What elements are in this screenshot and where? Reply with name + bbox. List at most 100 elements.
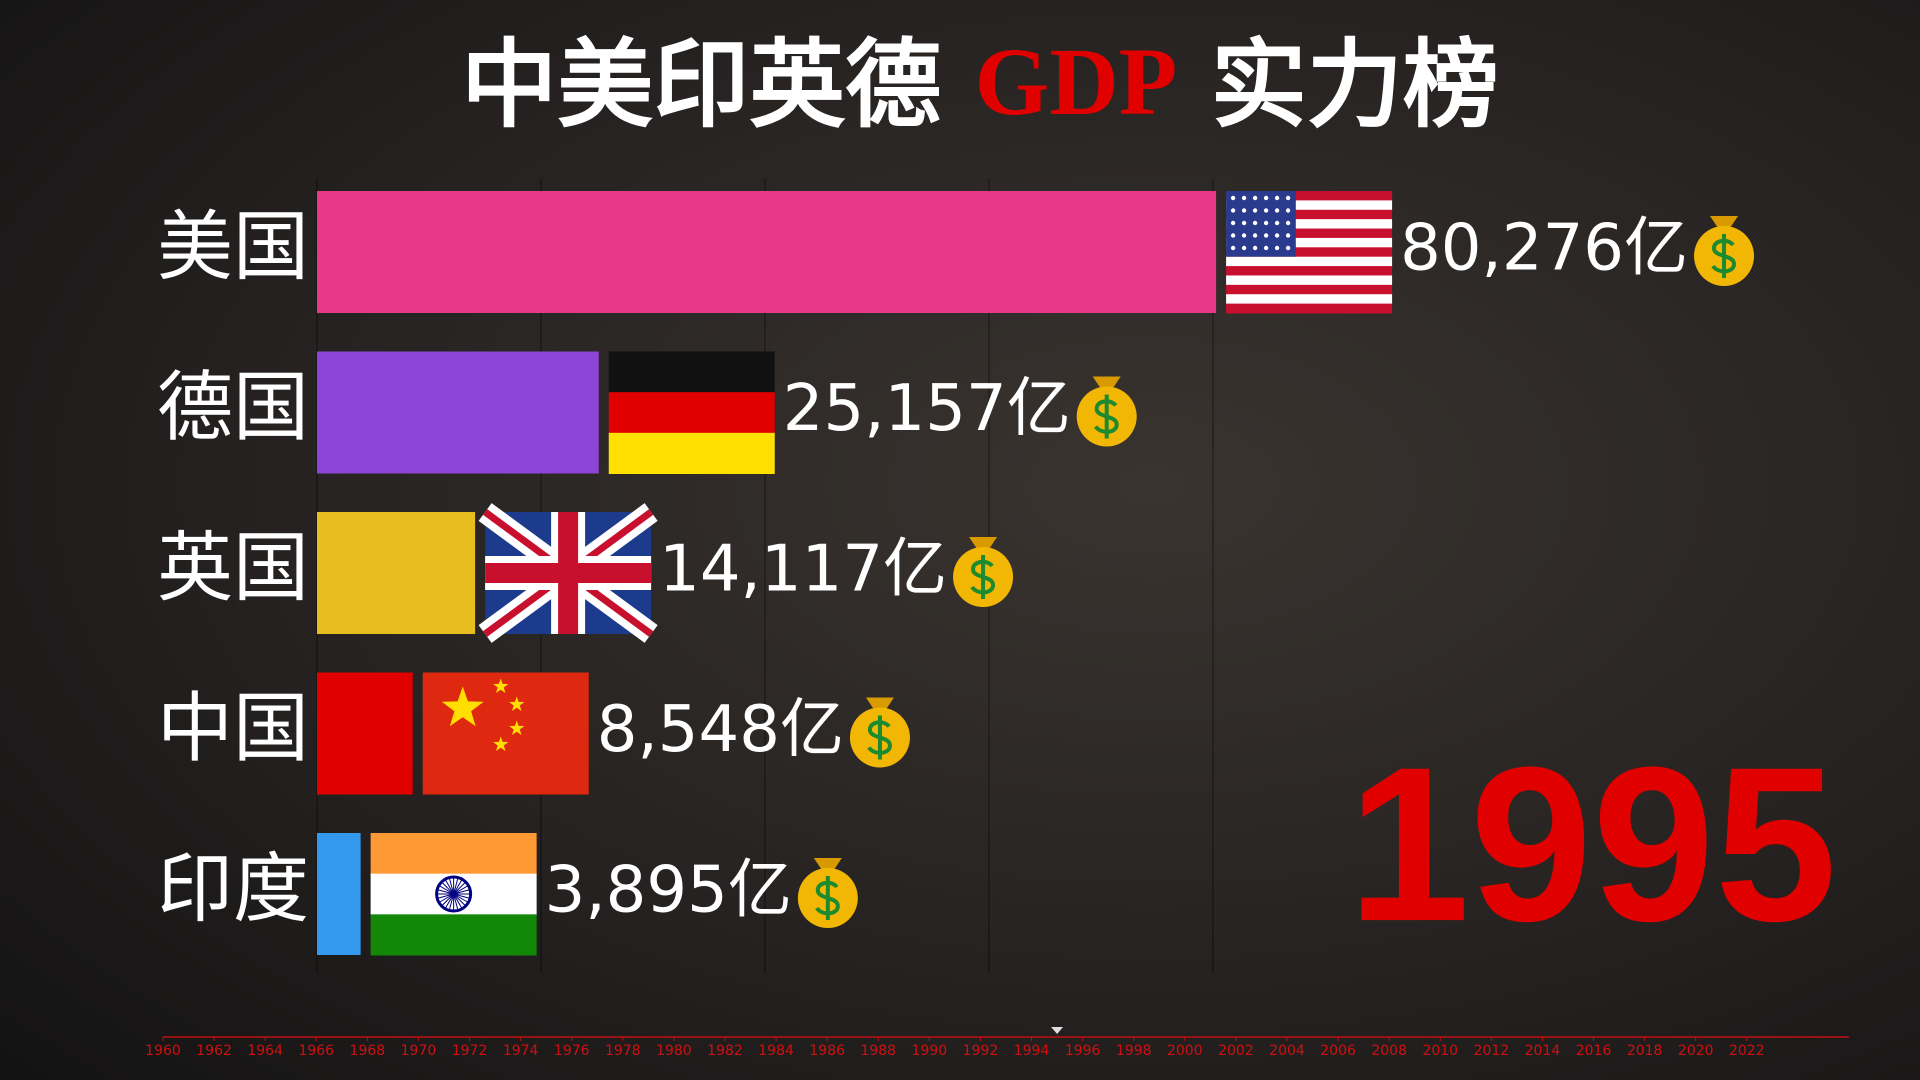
- flag-star: [1230, 233, 1236, 238]
- value-label: 3,895亿: [545, 854, 792, 928]
- flag: [608, 351, 775, 474]
- bag-top: [969, 537, 998, 549]
- timeline-tick-label: 2018: [1627, 1043, 1663, 1059]
- flag-band: [370, 914, 537, 956]
- flag-band: [608, 351, 775, 393]
- timeline-tick-label: 1968: [350, 1043, 386, 1059]
- category-label: 中国: [157, 683, 309, 772]
- timeline-tick-label: 1996: [1065, 1043, 1101, 1059]
- timeline-tick-label: 1998: [1116, 1043, 1152, 1059]
- bag-top: [813, 858, 842, 870]
- flag-star: [441, 686, 484, 727]
- flag-star: [1263, 195, 1269, 201]
- money-bag-icon: [953, 537, 1014, 607]
- timeline-tick-label: 1980: [656, 1043, 692, 1059]
- title-part: 中美印英德: [461, 29, 941, 141]
- bag-top: [1092, 376, 1121, 389]
- timeline-tick-label: 1970: [401, 1043, 437, 1059]
- flag-star: [1285, 208, 1291, 213]
- timeline-tick-label: 2000: [1167, 1043, 1203, 1059]
- flag-star: [1263, 208, 1269, 213]
- category-label: 印度: [157, 844, 309, 933]
- bag-top: [865, 697, 894, 710]
- flag-star: [509, 720, 525, 735]
- bag-sign: [1711, 234, 1737, 278]
- category-label: 美国: [157, 202, 309, 291]
- flag-star: [493, 736, 509, 751]
- flag-star: [1263, 245, 1269, 251]
- timeline-tick-label: 2008: [1371, 1043, 1407, 1059]
- flag-star: [1252, 233, 1258, 238]
- flag: [422, 672, 589, 795]
- flag-cross: [485, 512, 652, 634]
- money-bag-icon: [797, 858, 858, 928]
- flag-stripe: [1226, 266, 1393, 276]
- flag-stripe: [1226, 303, 1393, 314]
- bag-sign: [867, 715, 892, 760]
- timeline-tick-label: 1978: [605, 1043, 641, 1059]
- flag-star: [1252, 208, 1258, 213]
- current-year: 1995: [1348, 721, 1837, 967]
- flag-star: [1274, 208, 1280, 213]
- flag-star: [493, 678, 509, 693]
- timeline-tick-label: 1990: [912, 1043, 948, 1059]
- timeline-tick-label: 2016: [1576, 1043, 1612, 1059]
- category-label: 德国: [157, 362, 309, 451]
- flag-star: [1263, 220, 1269, 226]
- timeline-tick-label: 2004: [1269, 1043, 1305, 1059]
- flag-star: [1285, 245, 1291, 251]
- flag-star: [1252, 220, 1258, 226]
- flag-star: [1263, 233, 1269, 238]
- timeline-tick-label: 1974: [503, 1043, 539, 1059]
- bar: [317, 833, 361, 955]
- flag-stripe: [1226, 228, 1393, 239]
- flag-star: [1230, 195, 1236, 201]
- flag-band: [608, 432, 775, 474]
- flag-star: [1274, 220, 1280, 226]
- bar: [317, 351, 599, 474]
- bar: [317, 512, 476, 634]
- flag-star: [1230, 220, 1236, 226]
- bar: [317, 191, 1217, 313]
- timeline-tick-label: 1966: [298, 1043, 334, 1059]
- flag-stripe: [1226, 247, 1393, 258]
- value-label: 8,548亿: [597, 693, 844, 767]
- flag-star: [509, 696, 525, 711]
- timeline-tick-label: 2014: [1525, 1043, 1561, 1059]
- flag: [478, 503, 658, 643]
- bar: [317, 672, 413, 795]
- timeline-tick-label: 1962: [196, 1043, 232, 1059]
- money-bag-icon: [1694, 216, 1755, 286]
- flag-stripe: [1226, 275, 1393, 286]
- flag-stripe: [1226, 284, 1393, 295]
- flag-star: [1285, 195, 1291, 201]
- timeline-tick-label: 2022: [1729, 1043, 1765, 1059]
- flag-stripe: [1226, 256, 1393, 267]
- title-part: 实力榜: [1211, 29, 1499, 141]
- flag-stripe: [1226, 191, 1393, 201]
- flag-star: [1285, 220, 1291, 226]
- flag-star: [1241, 208, 1247, 213]
- timeline-tick-label: 2020: [1678, 1043, 1714, 1059]
- flag-star: [1274, 195, 1280, 201]
- money-bag-icon: [1076, 376, 1137, 447]
- timeline-tick-label: 1964: [247, 1043, 283, 1059]
- bag-sign: [1094, 394, 1119, 439]
- chart-title: 中美印英德 GDP 实力榜: [461, 28, 1498, 141]
- flag: [370, 833, 537, 956]
- bag-top: [1710, 216, 1739, 228]
- timeline-tick-label: 1976: [554, 1043, 590, 1059]
- flag-star: [1252, 245, 1258, 251]
- value-label: 25,157亿: [783, 372, 1071, 446]
- flag-stripe: [1226, 237, 1393, 248]
- flag-band: [608, 392, 775, 434]
- flag-star: [1241, 195, 1247, 201]
- timeline-tick-label: 1994: [1014, 1043, 1050, 1059]
- timeline-tick-label: 2006: [1320, 1043, 1356, 1059]
- flag-star: [1241, 220, 1247, 226]
- timeline-tick-label: 2012: [1474, 1043, 1510, 1059]
- flag-star: [1230, 208, 1236, 213]
- timeline-tick-label: 1972: [452, 1043, 488, 1059]
